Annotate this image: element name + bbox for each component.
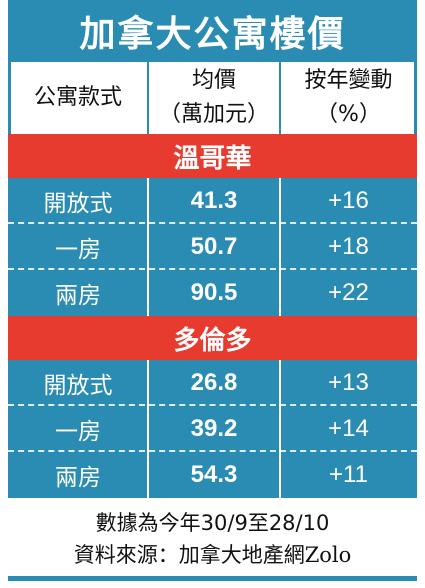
column-divider <box>279 224 281 270</box>
column-divider <box>279 406 281 452</box>
unit-type: 開放式 <box>43 191 113 217</box>
change: +18 <box>328 233 369 260</box>
header-price: 均價 （萬加元） <box>148 62 280 134</box>
column-divider <box>147 406 149 452</box>
price: 26.8 <box>190 369 238 396</box>
change: +14 <box>328 415 369 442</box>
header-line: 按年變動 <box>304 68 393 93</box>
header-line: （萬加元） <box>158 102 269 127</box>
header-line: 均價 <box>191 68 236 93</box>
price: 41.3 <box>190 187 238 214</box>
column-divider <box>147 360 149 406</box>
change: +16 <box>328 187 369 214</box>
column-divider <box>147 62 149 134</box>
section-header: 多倫多 <box>8 316 417 360</box>
price: 90.5 <box>190 279 238 306</box>
column-divider <box>147 270 149 316</box>
column-divider <box>279 360 281 406</box>
footer-source: 資料來源：加拿大地產網Zolo <box>73 543 352 567</box>
change: +22 <box>328 279 369 306</box>
footer-note: 數據為今年30/9至28/10 <box>95 511 330 535</box>
price: 39.2 <box>190 415 238 442</box>
row-bg <box>8 360 417 406</box>
unit-type: 兩房 <box>55 283 101 309</box>
row-bg <box>8 406 417 452</box>
column-divider <box>279 178 281 224</box>
section-header: 溫哥華 <box>8 134 417 178</box>
price: 50.7 <box>190 233 238 260</box>
header-type: 公寓款式 <box>33 85 122 110</box>
column-divider <box>279 62 281 134</box>
unit-type: 一房 <box>55 419 101 445</box>
column-divider <box>147 178 149 224</box>
column-divider <box>147 224 149 270</box>
row-bg <box>8 452 417 498</box>
header-bg <box>8 62 417 134</box>
title: 加拿大公寓樓價 <box>8 0 417 62</box>
change: +13 <box>328 369 369 396</box>
row-bg <box>8 224 417 270</box>
row-bg <box>8 270 417 316</box>
price: 54.3 <box>190 461 238 488</box>
column-divider <box>147 452 149 498</box>
unit-type: 一房 <box>55 237 101 263</box>
header-line: （%） <box>316 102 381 127</box>
row-bg <box>8 178 417 224</box>
column-divider <box>279 270 281 316</box>
change: +11 <box>329 461 368 488</box>
unit-type: 兩房 <box>55 465 101 491</box>
unit-type: 開放式 <box>43 373 113 399</box>
header-change: 按年變動 （%） <box>280 62 417 134</box>
bottom-bar <box>8 576 417 581</box>
column-divider <box>279 452 281 498</box>
